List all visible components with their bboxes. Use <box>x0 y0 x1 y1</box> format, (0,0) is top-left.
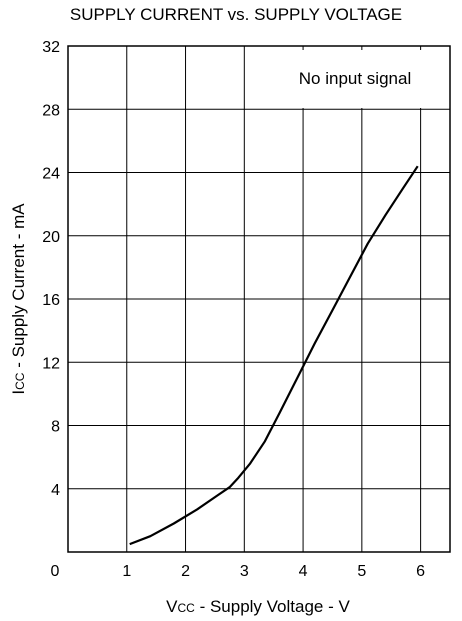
y-tick-labels: 4 8 12 16 20 24 28 32 <box>42 39 60 499</box>
y-tick-label: 28 <box>42 102 60 119</box>
plot-frame <box>67 45 451 553</box>
x-tick-labels: 0 1 2 3 4 5 6 <box>51 563 426 580</box>
grid <box>68 46 450 552</box>
annotation-background <box>262 50 450 108</box>
x-tick-label: 2 <box>181 563 190 580</box>
y-tick-label: 12 <box>42 355 60 372</box>
y-tick-label: 24 <box>42 166 60 183</box>
annotation-no-input-signal: No input signal <box>299 69 411 88</box>
x-tick-label: 4 <box>299 563 308 580</box>
y-tick-label: 32 <box>42 39 60 56</box>
y-tick-label: 4 <box>51 482 60 499</box>
y-tick-label: 16 <box>42 292 60 309</box>
y-tick-label: 20 <box>42 229 60 246</box>
series-line <box>129 165 419 546</box>
x-tick-label: 0 <box>51 563 60 580</box>
x-tick-label: 6 <box>416 563 425 580</box>
y-axis-label: ICC - Supply Current - mA <box>9 203 28 395</box>
y-tick-label: 8 <box>51 419 60 436</box>
x-tick-label: 1 <box>122 563 131 580</box>
x-axis-label: VCC - Supply Voltage - V <box>166 597 350 616</box>
chart-title: SUPPLY CURRENT vs. SUPPLY VOLTAGE <box>70 5 402 24</box>
x-tick-label: 3 <box>240 563 249 580</box>
x-tick-label: 5 <box>357 563 366 580</box>
